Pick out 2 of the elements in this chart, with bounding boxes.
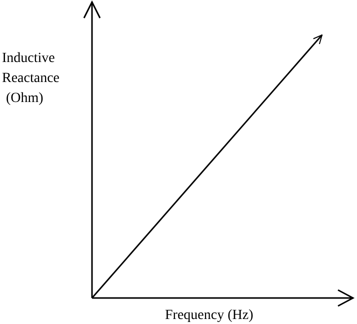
x-axis-title: Frequency (Hz) <box>165 308 254 323</box>
y-axis-title: Inductive Reactance (Ohm) <box>2 51 60 106</box>
